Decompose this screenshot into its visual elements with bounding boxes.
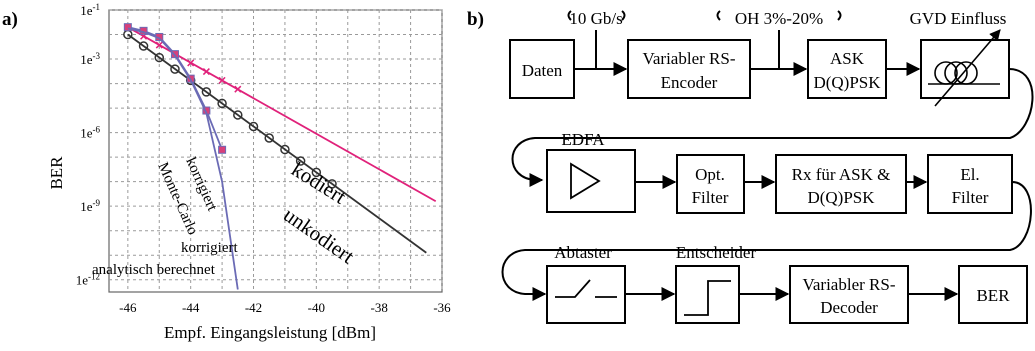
panel-b: b) 10 Gb/s OH 3%-20% GVD Einfluss Daten … — [467, 9, 1034, 324]
series-point-x — [155, 41, 163, 49]
block-ber-label: BER — [976, 286, 1010, 305]
block-receiver — [775, 154, 907, 214]
block-daten-label: Daten — [522, 61, 563, 80]
series-point-square — [218, 145, 227, 154]
block-fiber — [920, 39, 1010, 99]
panel-b-label: b) — [467, 9, 484, 30]
rate-label: 10 Gb/s — [569, 9, 622, 28]
series-point-circle — [248, 121, 259, 132]
x-tick-label: -36 — [433, 300, 451, 315]
x-tick-label: -40 — [308, 300, 325, 315]
fiber-coil-icon — [928, 61, 1000, 85]
rate-bracket — [567, 10, 626, 21]
gvd-arrow-icon — [934, 29, 1001, 107]
series-point-circle — [154, 52, 165, 63]
block-opt-filter — [676, 154, 745, 214]
gvd-label: GVD Einfluss — [910, 9, 1007, 28]
block-edfa — [546, 149, 636, 213]
abtaster-label: Abtaster — [554, 243, 612, 262]
series-point-circle — [327, 179, 337, 189]
block-daten — [509, 39, 575, 99]
block-rs-encoder — [627, 39, 751, 99]
y-tick-label: 1e-1 — [80, 2, 100, 18]
x-axis-label: Empf. Eingangsleistung [dBm] — [164, 323, 376, 342]
series-point-square — [123, 23, 132, 32]
panel-a-label: a) — [2, 9, 18, 30]
block-modulator — [807, 39, 887, 99]
x-tick-label: -38 — [370, 300, 387, 315]
block-el-filter-label-2: Filter — [952, 188, 989, 207]
block-rs-decoder-label-2: Decoder — [820, 298, 878, 317]
plot-frame — [108, 9, 443, 293]
y-tick-label: 1e-12 — [76, 272, 100, 288]
y-tick-label: 1e-9 — [80, 198, 100, 214]
decision-step-icon — [684, 280, 731, 316]
series-point-circle — [264, 133, 274, 143]
series-point-x — [187, 59, 195, 67]
x-tick-label: -44 — [182, 300, 200, 315]
wire-row1-row2 — [511, 68, 1034, 187]
series-point-circle — [170, 64, 180, 74]
x-tick-label: -46 — [119, 300, 137, 315]
series-point-circle — [201, 87, 212, 97]
block-el-filter — [927, 154, 1013, 214]
block-receiver-label-2: D(Q)PSK — [807, 188, 875, 207]
panel-a: a) BER Empf. Eingangsleistung [dBm] -46-… — [2, 2, 451, 342]
series-point-circle — [138, 41, 149, 51]
series-line — [127, 26, 437, 203]
series-point-circle — [233, 110, 243, 120]
y-tick-label: 1e-3 — [80, 51, 100, 67]
axis-ticks: -46 -44 -42 -40 -38 -36 1e-1 1e-3 1e-6 1e-9 1e-12 — [76, 2, 451, 315]
plot-series — [123, 23, 437, 290]
block-rs-encoder-label-1: Variabler RS- — [642, 49, 735, 68]
y-tick-label: 1e-6 — [80, 125, 100, 141]
edfa-label: EDFA — [561, 130, 605, 149]
series-point-circle — [311, 167, 322, 178]
block-modulator-label-2: D(Q)PSK — [813, 73, 881, 92]
series-point-x — [202, 68, 210, 76]
wire-row2-row3 — [501, 181, 1032, 301]
block-rs-encoder-label-2: Encoder — [661, 73, 718, 92]
series-line — [127, 33, 427, 254]
block-rs-decoder — [789, 265, 909, 324]
annotation-korrigiert-analytic: korrigiert — [181, 240, 238, 256]
y-axis-label: BER — [47, 156, 66, 190]
oh-bracket — [716, 10, 842, 21]
block-abtaster — [546, 265, 626, 324]
block-modulator-label-1: ASK — [830, 49, 865, 68]
sampler-switch-icon — [555, 279, 591, 298]
block-opt-filter-label-1: Opt. — [695, 165, 725, 184]
block-el-filter-label-1: El. — [960, 165, 979, 184]
oh-label: OH 3%-20% — [735, 9, 823, 28]
amplifier-icon — [570, 162, 601, 200]
block-rs-decoder-label-1: Variabler RS- — [802, 275, 895, 294]
series-point-circle — [280, 144, 290, 155]
entscheider-label: Entscheider — [676, 243, 757, 262]
series-point-circle — [295, 156, 306, 166]
block-ber — [958, 265, 1028, 324]
annotation-analytisch: analytisch berechnet — [92, 262, 216, 278]
series-point-x — [218, 76, 226, 84]
block-receiver-label-1: Rx für ASK & — [792, 165, 891, 184]
x-tick-label: -42 — [245, 300, 262, 315]
series-point-circle — [217, 98, 227, 109]
series-point-x — [234, 85, 242, 93]
series-line — [127, 27, 239, 290]
block-opt-filter-label-2: Filter — [692, 188, 729, 207]
plot-grid — [109, 9, 443, 292]
